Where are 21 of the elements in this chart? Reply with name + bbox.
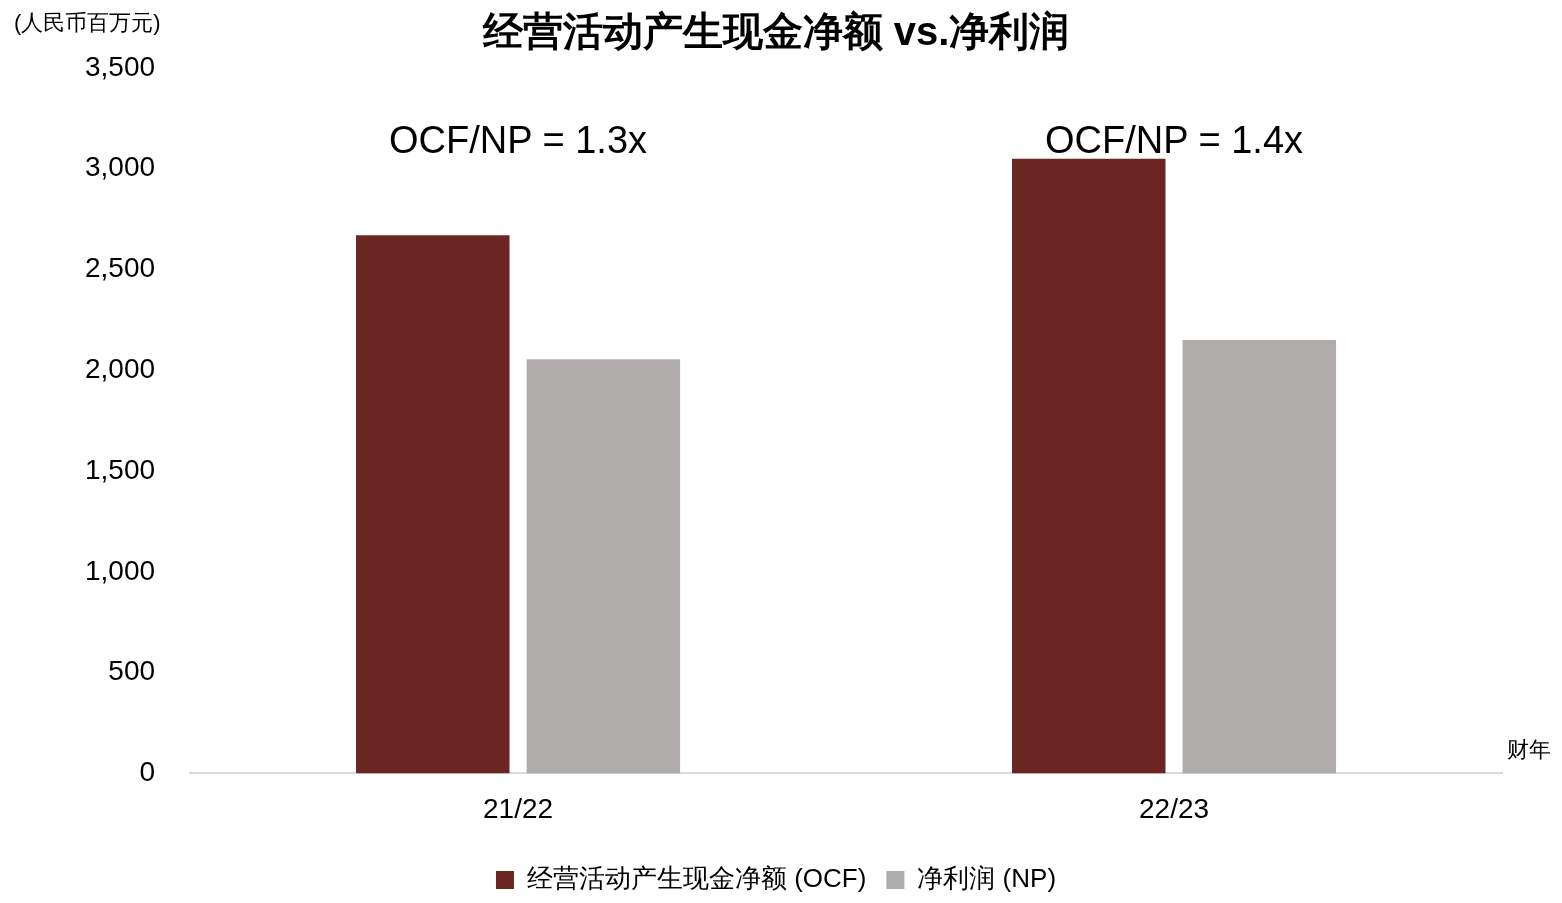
y-tick-label: 3,000 <box>84 151 156 183</box>
y-tick-label: 0 <box>139 756 156 788</box>
legend-label: 净利润 (NP) <box>917 863 1057 894</box>
bar <box>526 359 681 774</box>
legend-label: 经营活动产生现金净额 (OCF) <box>526 863 867 894</box>
y-tick-label: 2,000 <box>84 353 156 385</box>
y-tick-label: 1,000 <box>84 554 156 586</box>
x-tick-label: 21/22 <box>483 792 554 824</box>
bar <box>1182 340 1337 774</box>
bar <box>1011 158 1166 774</box>
annotation: OCF/NP = 1.4x <box>1045 119 1304 162</box>
y-axis-title: (人民币百万元) <box>14 10 161 36</box>
chart-title: 经营活动产生现金净额 vs.净利润 <box>481 9 1070 54</box>
x-axis-title: 财年 <box>1507 737 1551 763</box>
bar <box>356 235 510 774</box>
annotation: OCF/NP = 1.3x <box>389 119 648 162</box>
y-tick-label: 500 <box>108 655 156 687</box>
y-tick-label: 2,500 <box>84 252 156 284</box>
y-tick-label: 1,500 <box>84 453 156 485</box>
y-tick-label: 3,500 <box>84 50 156 82</box>
x-tick-label: 22/23 <box>1138 792 1210 824</box>
